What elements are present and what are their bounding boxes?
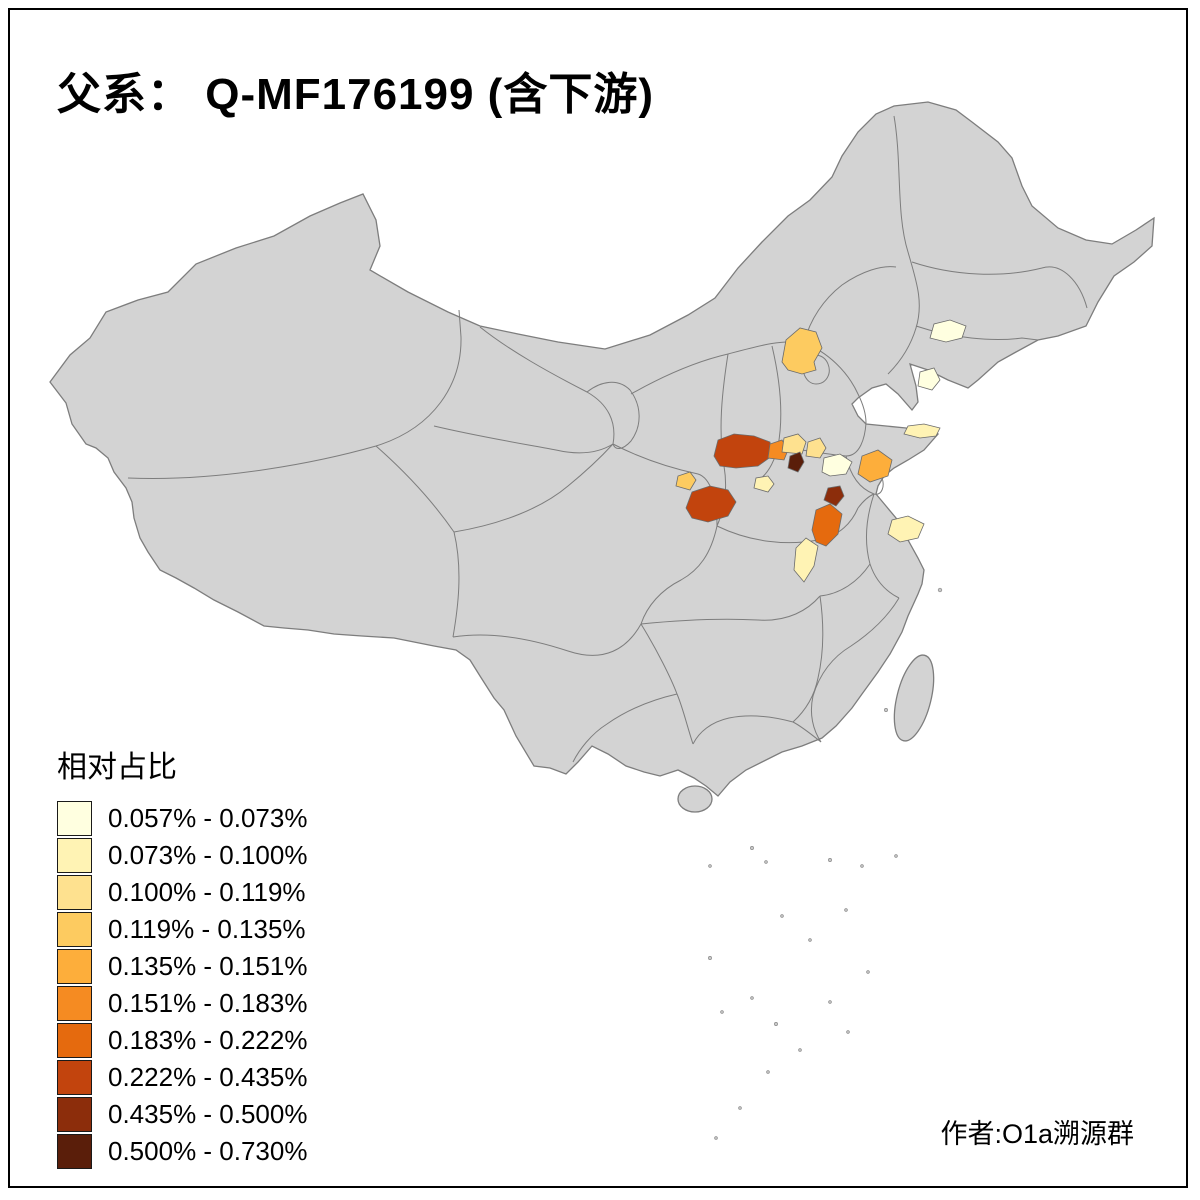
legend-swatch <box>57 875 92 910</box>
province-border <box>572 693 678 763</box>
prefecture-region <box>675 471 697 491</box>
legend-row: 0.100% - 0.119% <box>57 874 307 911</box>
prefecture-region <box>811 503 843 547</box>
province-border <box>640 595 821 625</box>
province-border <box>803 266 897 344</box>
legend-label: 0.151% - 0.183% <box>108 988 308 1018</box>
legend-swatch <box>57 1060 92 1095</box>
legend-label: 0.183% - 0.222% <box>108 1025 308 1055</box>
province-border <box>810 597 900 743</box>
author-credit: 作者:O1a溯源群 <box>940 1119 1134 1149</box>
page-title: 父系： Q-MF176199 (含下游) <box>57 70 654 119</box>
province-border <box>433 425 614 454</box>
legend-row: 0.119% - 0.135% <box>57 911 307 948</box>
province-border <box>479 326 615 445</box>
prefecture-region <box>917 367 941 391</box>
legend-swatch <box>57 1134 92 1169</box>
prefecture-region <box>793 537 819 583</box>
prefecture-region <box>753 475 775 493</box>
china-choropleth-map <box>49 101 1155 1140</box>
legend: 相对占比 0.057% - 0.073% 0.073% - 0.100% 0.100… <box>57 742 307 1170</box>
legend-row: 0.073% - 0.100% <box>57 837 307 874</box>
legend-swatch <box>57 986 92 1021</box>
legend-label: 0.500% - 0.730% <box>108 1136 308 1166</box>
province-border <box>915 325 1039 341</box>
legend-swatch <box>57 801 92 836</box>
legend-label: 0.222% - 0.435% <box>108 1062 308 1092</box>
province-border <box>586 381 640 449</box>
legend-items: 0.057% - 0.073% 0.073% - 0.100% 0.100% - 0… <box>57 800 307 1170</box>
province-border <box>640 525 718 625</box>
legend-label: 0.135% - 0.151% <box>108 951 308 981</box>
legend-swatch <box>57 838 92 873</box>
province-border <box>803 342 867 424</box>
prefecture-region <box>805 437 827 459</box>
figure-frame: 父系： Q-MF176199 (含下游) 相对占比 0.057% - 0.073… <box>8 8 1188 1188</box>
legend-row: 0.435% - 0.500% <box>57 1096 307 1133</box>
legend-title: 相对占比 <box>57 751 177 784</box>
south-china-sea-islets <box>708 587 943 1140</box>
province-border <box>453 443 614 533</box>
province-border <box>452 623 642 656</box>
province-border <box>127 309 462 479</box>
province-border <box>857 493 875 509</box>
legend-row: 0.151% - 0.183% <box>57 985 307 1022</box>
legend-swatch <box>57 912 92 947</box>
prefecture-region <box>857 449 893 483</box>
legend-label: 0.435% - 0.500% <box>108 1099 308 1129</box>
prefecture-regions <box>675 319 967 583</box>
prefecture-region <box>903 423 941 439</box>
legend-label: 0.119% - 0.135% <box>108 914 306 944</box>
prefecture-region <box>821 453 853 477</box>
legend-swatch <box>57 949 92 984</box>
prefecture-region <box>887 515 925 543</box>
prefecture-region <box>685 485 737 523</box>
legend-row: 0.500% - 0.730% <box>57 1133 307 1170</box>
province-border <box>716 507 859 544</box>
prefecture-region <box>929 319 967 343</box>
legend-row: 0.183% - 0.222% <box>57 1022 307 1059</box>
legend-row: 0.135% - 0.151% <box>57 948 307 985</box>
taiwan-island <box>893 654 935 742</box>
legend-label: 0.073% - 0.100% <box>108 840 308 870</box>
province-border <box>887 115 920 375</box>
legend-label: 0.100% - 0.119% <box>108 877 306 907</box>
prefecture-region <box>781 327 823 375</box>
legend-row: 0.057% - 0.073% <box>57 800 307 837</box>
legend-swatch <box>57 1097 92 1132</box>
legend-label: 0.057% - 0.073% <box>108 803 308 833</box>
province-border <box>819 563 871 597</box>
province-border <box>692 715 794 745</box>
province-border <box>792 721 822 743</box>
legend-swatch <box>57 1023 92 1058</box>
province-border <box>792 595 824 723</box>
legend-row: 0.222% - 0.435% <box>57 1059 307 1096</box>
province-borders <box>127 115 1088 763</box>
hainan-island <box>677 785 713 813</box>
prefecture-region <box>787 451 805 473</box>
province-border <box>866 493 900 599</box>
prefecture-region <box>823 485 845 507</box>
province-border <box>911 261 1088 309</box>
